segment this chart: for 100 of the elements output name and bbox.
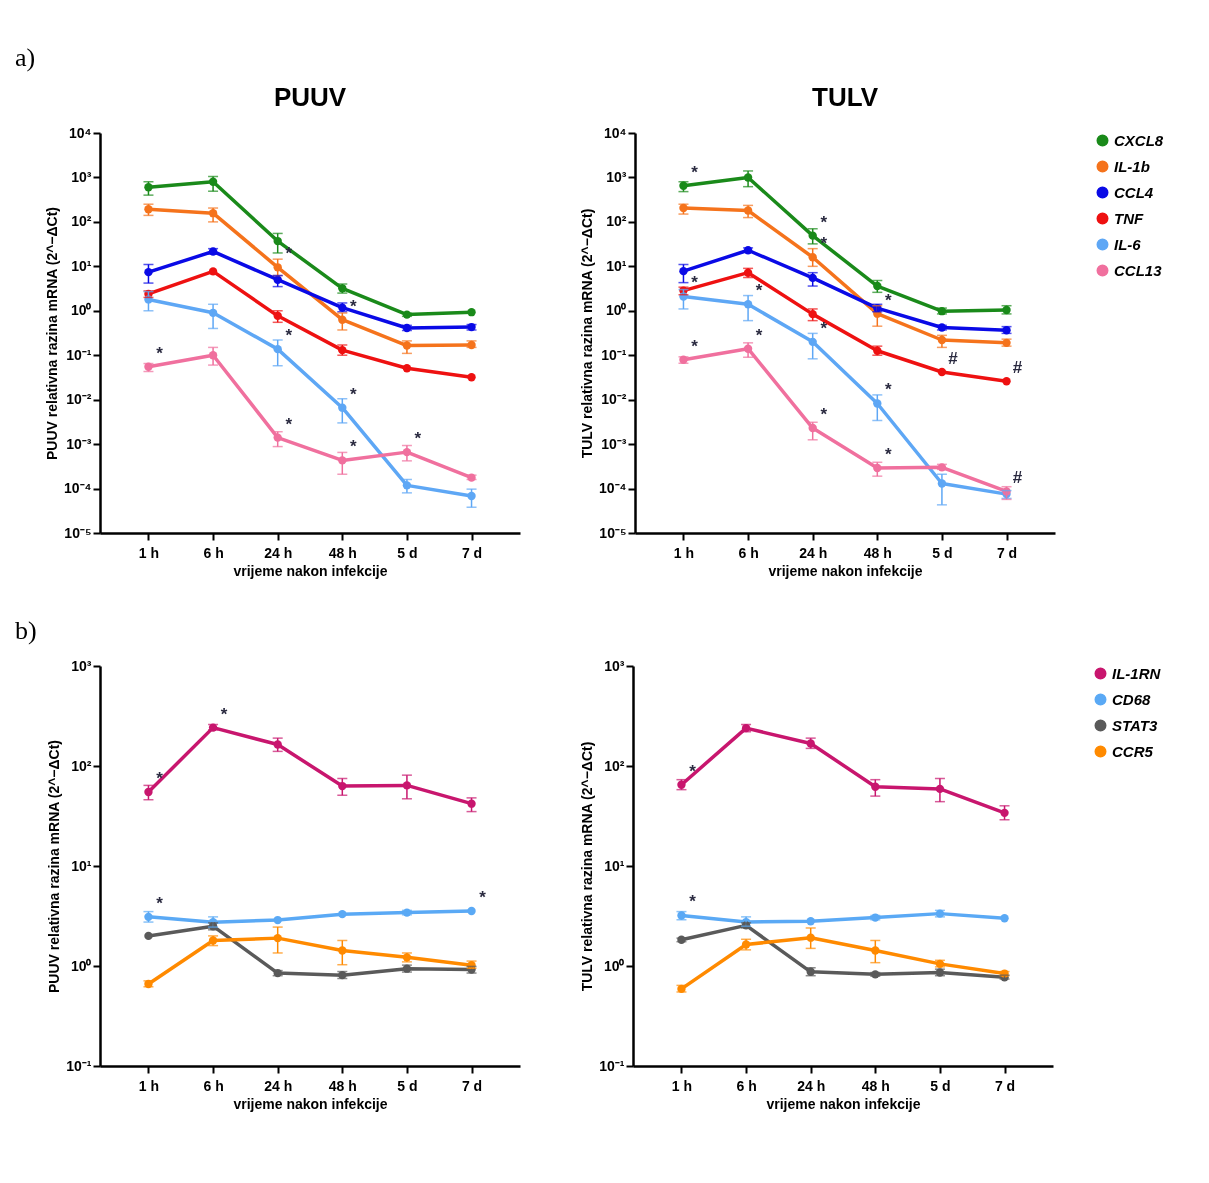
point	[208, 267, 218, 276]
legend-label: IL-1b	[1114, 157, 1150, 175]
x-tick-label: 1 h	[138, 544, 160, 561]
y-tick-label: 10⁰	[70, 302, 92, 319]
annotation: *	[689, 761, 697, 781]
y-axis-title: PUUV relativna razina mRNA (2^−ΔCt)	[46, 739, 63, 994]
legend-label: TNF	[1114, 209, 1144, 227]
point	[806, 917, 815, 926]
text: b)	[15, 616, 37, 645]
x-tick-label: 5 d	[932, 544, 953, 561]
annotation: *	[885, 290, 892, 310]
annotation: *	[285, 326, 293, 346]
x-tick-label: 5 d	[930, 1077, 951, 1094]
annotation: *	[691, 336, 699, 356]
y-tick-label: 10⁻⁴	[64, 480, 92, 497]
y-tick-label: 10⁻²	[66, 391, 92, 408]
y-tick-label: 10⁰	[70, 957, 92, 974]
x-tick-label: 7 d	[461, 544, 483, 561]
y-tick-label: 10⁰	[603, 957, 625, 974]
point	[273, 915, 282, 925]
annotation: *	[755, 325, 763, 345]
y-tick-label: 10²	[606, 213, 627, 230]
annotation: *	[414, 429, 422, 449]
x-axis-title: vrijeme nakon infekcije	[766, 1095, 921, 1112]
annotation: *	[156, 768, 164, 788]
legend-label: CCR5	[1112, 742, 1154, 760]
x-tick-label: 7 d	[994, 1077, 1016, 1094]
point	[937, 367, 947, 377]
y-tick-label: 10⁻⁴	[599, 480, 627, 497]
x-axis-title: vrijeme nakon infekcije	[233, 562, 388, 579]
legend-label: CCL4	[1114, 183, 1154, 201]
y-tick-label: 10¹	[71, 257, 92, 274]
x-tick-label: 1 h	[138, 1077, 160, 1094]
y-tick-label: 10⁻³	[601, 435, 627, 452]
y-tick-label: 10⁰	[605, 302, 627, 319]
y-axis-title: TULV relativna razina mRNA (2^−ΔCt)	[579, 741, 596, 992]
legend-label: IL-6	[1114, 235, 1142, 253]
x-tick-label: 24 h	[264, 1077, 293, 1094]
x-tick-label: 1 h	[671, 1077, 693, 1094]
x-tick-label: 6 h	[736, 1077, 757, 1094]
y-tick-label: 10⁻³	[66, 435, 92, 452]
x-tick-label: 5 d	[397, 544, 418, 561]
x-tick-label: 24 h	[797, 1077, 826, 1094]
annotation: *	[285, 414, 293, 434]
x-tick-label: 48 h	[863, 544, 892, 561]
annotation: *	[220, 704, 228, 724]
x-tick-label: 6 h	[203, 1077, 224, 1094]
annotation: *	[820, 318, 828, 338]
x-tick-label: 48 h	[861, 1077, 890, 1094]
legend-label: CXCL8	[1114, 131, 1164, 149]
y-tick-label: 10²	[71, 213, 92, 230]
x-axis-title: vrijeme nakon infekcije	[233, 1095, 388, 1112]
point	[467, 373, 476, 382]
x-tick-label: 1 h	[673, 544, 695, 561]
y-tick-label: 10⁴	[604, 124, 627, 141]
y-axis-title: TULV relativna razina mRNA (2^−ΔCt)	[579, 208, 595, 459]
point	[402, 364, 412, 373]
y-tick-label: 10¹	[604, 857, 625, 874]
x-tick-label: 24 h	[799, 544, 828, 561]
legend-label: STAT3	[1112, 716, 1158, 734]
x-tick-label: 5 d	[397, 1077, 418, 1094]
chart-title: PUUV	[273, 82, 347, 112]
y-tick-label: 10⁻¹	[599, 1057, 625, 1074]
point	[338, 909, 347, 919]
x-tick-label: 48 h	[328, 544, 357, 561]
legend-label: CD68	[1112, 690, 1152, 708]
annotation: *	[691, 162, 699, 182]
point	[1000, 914, 1009, 923]
text: a)	[15, 43, 36, 72]
y-tick-label: 10¹	[71, 857, 92, 874]
chart-title: TULV	[812, 82, 879, 112]
annotation: *	[820, 212, 828, 232]
annotation: *	[479, 887, 487, 907]
y-tick-label: 10²	[604, 757, 625, 774]
annotation: *	[350, 437, 357, 457]
y-axis-title: PUUV relativna razina mRNA (2^−ΔCt)	[44, 206, 60, 461]
point	[1002, 377, 1011, 386]
y-tick-label: 10⁻¹	[66, 1057, 92, 1074]
y-tick-label: 10⁻¹	[66, 346, 92, 363]
y-tick-label: 10⁻¹	[601, 346, 627, 363]
y-tick-label: 10³	[71, 168, 92, 185]
annotation: *	[350, 296, 357, 316]
x-tick-label: 7 d	[461, 1077, 483, 1094]
x-tick-label: 6 h	[203, 544, 224, 561]
x-tick-label: 6 h	[738, 544, 759, 561]
y-tick-label: 10³	[71, 657, 92, 674]
x-tick-label: 24 h	[264, 544, 293, 561]
y-tick-label: 10²	[71, 757, 92, 774]
legend-label: CCL13	[1114, 261, 1163, 279]
y-tick-label: 10³	[606, 168, 627, 185]
annotation: *	[689, 892, 697, 912]
y-tick-label: 10⁴	[69, 124, 92, 141]
point	[467, 906, 476, 916]
annotation: *	[156, 343, 164, 363]
point	[144, 931, 153, 941]
annotation: *	[820, 405, 828, 425]
annotation: #	[948, 348, 959, 368]
x-axis-title: vrijeme nakon infekcije	[768, 562, 923, 579]
y-tick-label: 10⁻⁵	[64, 524, 92, 541]
annotation: *	[755, 281, 763, 301]
